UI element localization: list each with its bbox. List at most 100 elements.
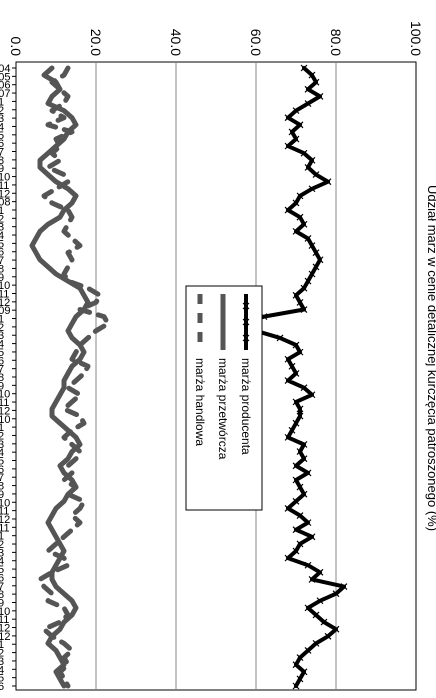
x-tick-label: 4	[0, 556, 4, 568]
series-point	[300, 284, 308, 292]
x-tick-labels: 2004200520062007123456789101112200812345…	[0, 63, 16, 693]
series-point	[312, 78, 320, 86]
x-tick-label: 7	[0, 581, 4, 593]
x-tick-label: 10	[0, 172, 10, 184]
x-tick-label: 9	[0, 272, 4, 284]
series-point	[284, 142, 292, 150]
x-tick-label: 3	[0, 439, 4, 451]
x-tick-label: 10	[0, 389, 10, 401]
series-point	[316, 92, 324, 100]
series-point	[296, 512, 304, 519]
series-point	[292, 107, 300, 115]
x-tick-label: 12	[0, 514, 10, 526]
series-point	[308, 576, 316, 583]
series-point	[284, 355, 292, 363]
x-tick-label: 5	[0, 238, 4, 250]
x-tick-label: 9	[0, 597, 4, 609]
x-tick-label: 10	[0, 497, 10, 509]
x-tick-label: 11	[0, 397, 9, 409]
series-point	[316, 256, 324, 264]
y-tick-label: 0.0	[8, 37, 24, 57]
x-tick-label: 8	[0, 372, 4, 384]
series-point	[308, 270, 316, 278]
x-tick-label: 1	[0, 531, 4, 543]
x-tick-label: 8	[0, 481, 4, 493]
series-line-0	[242, 66, 346, 688]
series-point	[316, 597, 324, 605]
x-tick-label: 2012	[0, 631, 10, 643]
series-point	[304, 604, 312, 612]
x-tick-label: 6	[0, 464, 4, 476]
series-point	[316, 568, 324, 576]
x-tick-label: 5	[0, 347, 4, 359]
series-point	[304, 235, 312, 242]
x-tick-label: 12	[0, 405, 10, 417]
series-layer	[29, 64, 348, 690]
x-tick-label: 3	[0, 330, 4, 342]
series-point	[292, 370, 300, 377]
series-point	[312, 249, 320, 257]
series-point	[300, 64, 308, 72]
x-tick-label: 7	[0, 472, 4, 484]
series-point	[308, 71, 316, 79]
series-point	[276, 334, 284, 342]
x-tick-label: 6	[0, 572, 4, 584]
x-tick-label: 2011	[0, 522, 10, 534]
x-tick-label: 9	[0, 380, 4, 392]
series-point	[284, 504, 292, 512]
x-tick-label: 4	[0, 121, 4, 133]
x-tick-label: 2009	[0, 305, 10, 317]
series-point	[312, 639, 320, 647]
series-point	[288, 362, 296, 370]
y-tick-label: 100.0	[408, 21, 424, 56]
series-point	[304, 277, 312, 285]
x-tick-label: 2	[0, 322, 4, 334]
series-point	[300, 490, 308, 498]
series-point	[296, 654, 304, 662]
x-tick-label: 12	[0, 188, 10, 200]
series-point	[296, 348, 304, 356]
x-tick-label: 1	[0, 96, 4, 108]
x-tick-label: 2	[0, 539, 4, 551]
series-point	[292, 227, 300, 235]
series-point	[292, 497, 300, 505]
series-point	[296, 483, 304, 491]
x-tick-label: 10	[0, 280, 10, 292]
x-tick-label: 11	[0, 506, 9, 518]
series-point	[300, 306, 308, 313]
series-point	[296, 298, 304, 306]
series-point	[292, 398, 300, 406]
x-tick-label: 2	[0, 213, 4, 225]
x-tick-label: 3	[0, 656, 4, 668]
series-point	[284, 377, 292, 384]
x-tick-label: 8	[0, 263, 4, 275]
series-point	[304, 164, 312, 171]
legend-marker	[242, 318, 250, 326]
x-tick-label: 10	[0, 606, 10, 618]
series-point	[308, 533, 316, 541]
x-tick-label: 7	[0, 364, 4, 376]
x-tick-label: 1	[0, 205, 4, 217]
x-tick-label: 3	[0, 222, 4, 234]
series-point	[300, 441, 308, 448]
series-point	[300, 384, 308, 392]
series-point	[308, 156, 316, 164]
x-tick-label: 5	[0, 673, 4, 685]
y-tick-label: 20.0	[88, 29, 104, 56]
x-tick-label: 2005	[0, 71, 10, 83]
series-point	[284, 433, 292, 441]
y-tick-label: 40.0	[168, 29, 184, 56]
series-point	[340, 583, 348, 590]
x-tick-label: 2010	[0, 414, 10, 426]
series-point	[324, 632, 332, 640]
series-point	[292, 135, 300, 143]
x-tick-label: 9	[0, 163, 4, 175]
series-point	[296, 405, 304, 413]
series-point	[296, 412, 304, 420]
series-point	[308, 185, 316, 193]
series-point	[296, 675, 304, 683]
x-tick-label: 4	[0, 339, 4, 351]
x-tick-label: 11	[0, 288, 9, 300]
legend-label-0: marża producenta	[239, 358, 253, 455]
x-tick-label: 1	[0, 422, 4, 434]
